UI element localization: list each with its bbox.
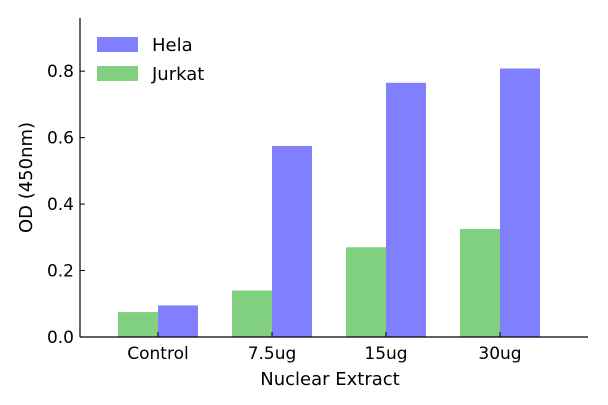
y-axis-label: OD (450nm) [16, 122, 37, 233]
bar-hela-0 [158, 305, 198, 337]
legend-label-jurkat: Jurkat [151, 64, 204, 85]
legend: Hela Jurkat [97, 35, 204, 85]
legend-label-hela: Hela [152, 35, 193, 56]
y-tick-label: 0.6 [47, 129, 74, 149]
bar-hela-1 [272, 145, 312, 337]
x-tick-label: 7.5ug [248, 344, 297, 364]
y-tick-label: 0.2 [47, 262, 74, 282]
legend-swatch-hela [97, 37, 138, 52]
bar-hela-2 [386, 82, 426, 337]
bar-jurkat-3 [460, 229, 500, 337]
bar-jurkat-2 [346, 247, 386, 337]
y-tick-label: 0.0 [47, 328, 74, 348]
legend-swatch-jurkat [97, 66, 138, 81]
bar-jurkat-1 [232, 290, 272, 337]
x-axis-label: Nuclear Extract [260, 369, 399, 390]
x-tick-label: 15ug [364, 344, 407, 364]
y-ticks-group: 0.0 0.2 0.4 0.6 0.8 [47, 62, 85, 348]
bar-hela-3 [500, 68, 540, 337]
y-tick-label: 0.4 [47, 195, 74, 215]
bar-jurkat-0 [118, 312, 158, 337]
x-tick-label: 30ug [478, 344, 521, 364]
x-ticks-group: Control 7.5ug 15ug 30ug [127, 332, 522, 364]
x-tick-label: Control [127, 344, 188, 364]
y-tick-label: 0.8 [47, 62, 74, 82]
bars-group [118, 68, 540, 337]
